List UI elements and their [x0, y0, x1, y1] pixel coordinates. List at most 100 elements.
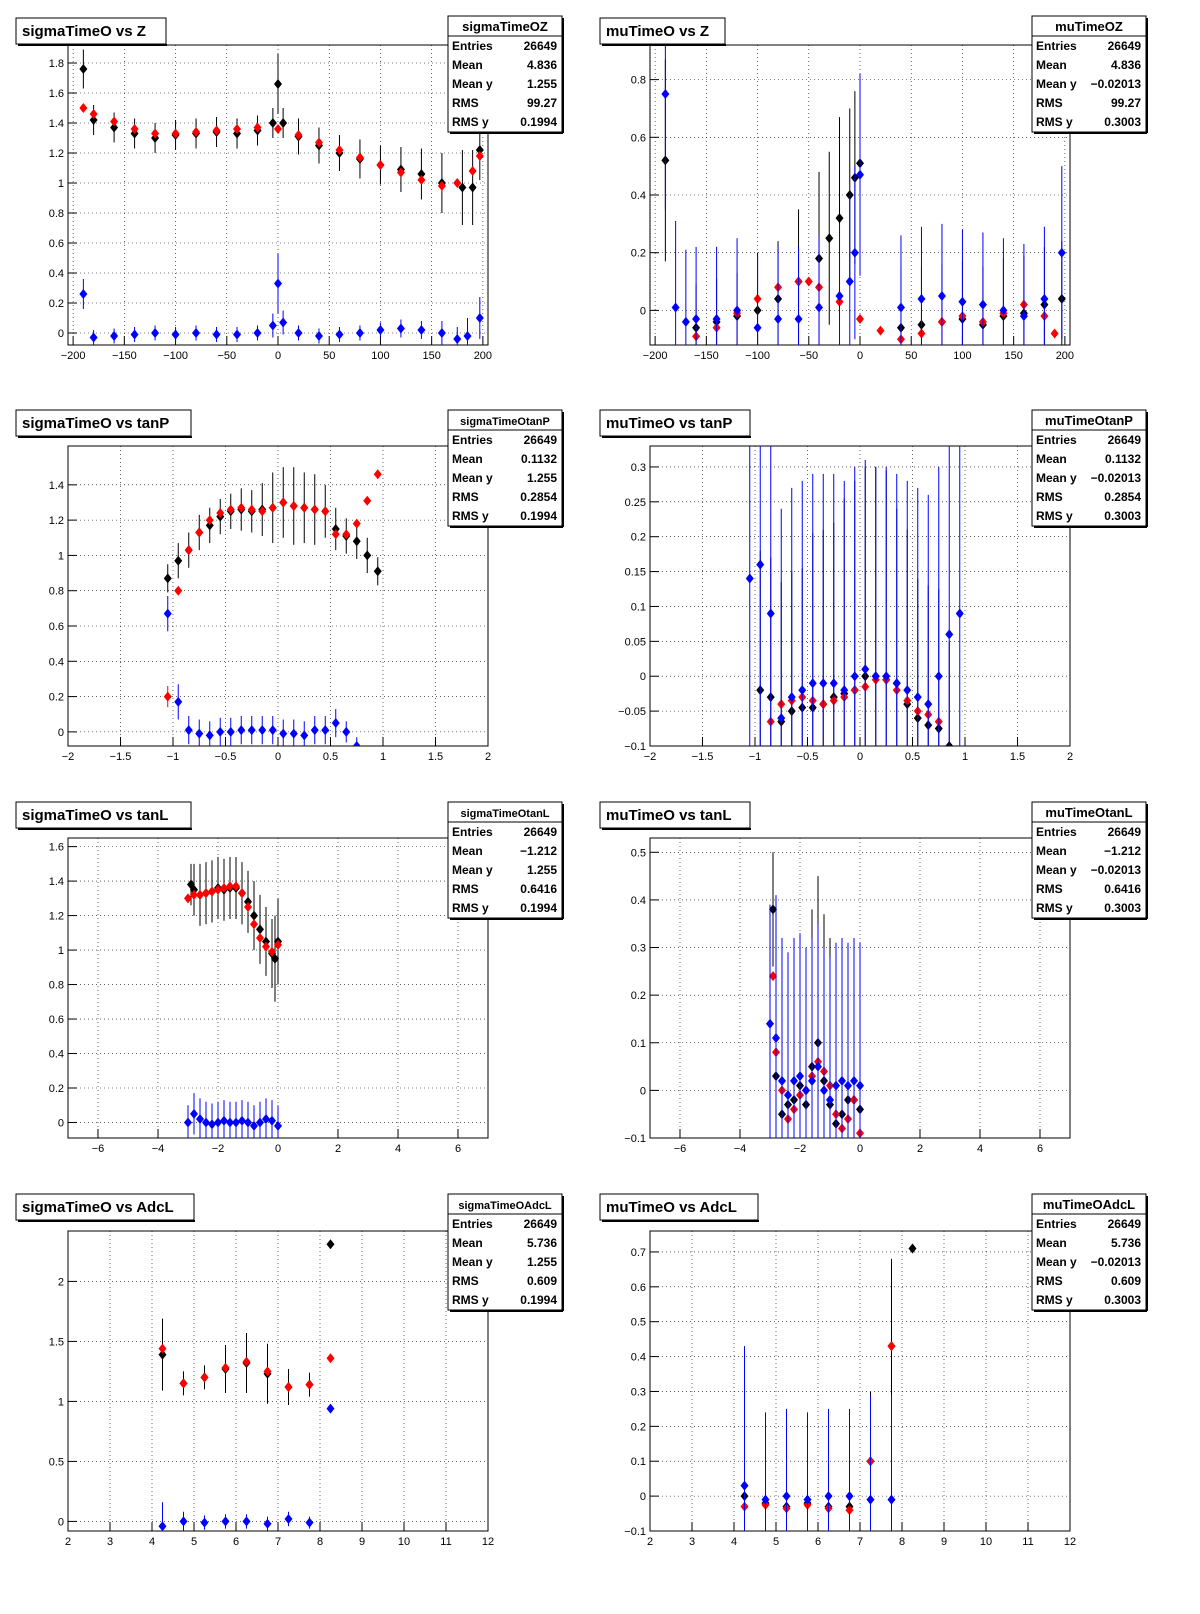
- stats-value: 1.255: [527, 77, 557, 91]
- stats-label: RMS y: [452, 115, 489, 129]
- data-point: [179, 1378, 188, 1389]
- data-point: [226, 881, 234, 892]
- stats-value: −0.02013: [1091, 471, 1142, 485]
- stats-label: Entries: [452, 1217, 493, 1231]
- data-point: [190, 884, 198, 895]
- data-point: [955, 608, 964, 619]
- stats-name: muTimeOAdcL: [1043, 1197, 1135, 1212]
- data-point: [417, 175, 426, 185]
- x-tick-label: 5: [191, 1536, 197, 1548]
- data-point: [796, 1071, 804, 1082]
- data-point: [840, 685, 849, 696]
- y-tick-label: 0.2: [631, 1421, 646, 1433]
- stats-label: Mean: [452, 58, 483, 72]
- chart-title: muTimeO vs tanL: [606, 807, 732, 824]
- stats-label: Entries: [1036, 433, 1077, 447]
- stats-value: 5.736: [527, 1236, 557, 1250]
- stats-label: Mean y: [1036, 863, 1077, 877]
- y-tick-label: 0.2: [631, 532, 646, 544]
- data-point: [802, 1085, 810, 1096]
- series-2: [79, 253, 484, 345]
- y-tick-label: 0.4: [631, 1352, 646, 1364]
- data-point: [396, 323, 405, 334]
- chart-title: muTimeO vs Z: [606, 23, 709, 40]
- data-point: [208, 1119, 216, 1130]
- data-point: [208, 886, 216, 897]
- y-tick-label: 2: [58, 1276, 64, 1288]
- y-tick-label: 0.6: [49, 1014, 64, 1026]
- y-tick-label: 0.4: [631, 895, 646, 907]
- data-point: [274, 1120, 282, 1131]
- stats-label: Mean y: [1036, 1255, 1077, 1269]
- data-point: [110, 331, 119, 341]
- x-tick-label: 6: [815, 1536, 821, 1548]
- series-2: [184, 1093, 282, 1138]
- stats-name: sigmaTimeOtanL: [460, 808, 549, 820]
- data-point: [171, 329, 180, 340]
- x-tick-label: −150: [694, 350, 719, 362]
- data-point: [247, 725, 256, 736]
- data-point: [417, 325, 426, 335]
- stats-label: Mean y: [452, 471, 493, 485]
- y-tick-label: 0.2: [49, 298, 64, 310]
- x-tick-label: −50: [217, 350, 236, 362]
- data-point: [790, 1075, 798, 1086]
- data-point: [331, 718, 340, 729]
- data-point: [274, 79, 282, 89]
- y-tick-label: −0.1: [624, 1133, 646, 1145]
- x-tick-label: 200: [474, 350, 492, 362]
- series-2: [740, 1346, 896, 1531]
- x-tick-label: −2: [644, 751, 657, 763]
- x-tick-label: −2: [794, 1143, 807, 1155]
- data-point: [205, 520, 214, 531]
- y-tick-label: 1: [58, 178, 64, 190]
- series-2: [158, 1403, 335, 1531]
- data-point: [826, 1094, 834, 1105]
- data-point: [924, 699, 933, 710]
- data-point: [774, 314, 783, 325]
- stats-label: Entries: [452, 433, 493, 447]
- data-point: [226, 504, 235, 515]
- data-point: [903, 685, 912, 696]
- data-point: [373, 566, 382, 577]
- data-point: [184, 1117, 192, 1128]
- chart-panel-0: −200 −150 −100 −50 0 50 100 150 200 0 0.2 0.4 0.6 0.8…: [15, 15, 564, 362]
- data-point: [314, 331, 323, 341]
- data-point: [253, 122, 262, 133]
- data-point: [871, 671, 880, 682]
- y-tick-label: 0.5: [49, 1456, 64, 1468]
- chart-panel-1: −200 −150 −100 −50 0 50 100 150 200 0 0.2 0.4 0.6 0.8…: [599, 15, 1148, 362]
- data-point: [468, 182, 477, 193]
- y-tick-label: 0.8: [631, 75, 646, 87]
- stats-box: [1031, 15, 1147, 133]
- y-tick-label: 0.3: [631, 1386, 646, 1398]
- x-tick-label: −150: [112, 350, 137, 362]
- data-point: [896, 302, 905, 313]
- y-tick-label: 0.2: [49, 692, 64, 704]
- x-tick-label: 100: [371, 350, 389, 362]
- stats-value: 0.1994: [520, 901, 557, 915]
- x-tick-label: 4: [977, 1143, 983, 1155]
- y-tick-label: 0.4: [49, 1049, 64, 1061]
- data-point: [205, 730, 214, 741]
- data-point: [190, 1108, 198, 1119]
- series-1: [184, 881, 282, 957]
- data-point: [163, 573, 172, 584]
- stats-value: 0.1994: [520, 1293, 557, 1307]
- y-tick-label: 1.2: [49, 148, 64, 160]
- data-point: [887, 1341, 896, 1352]
- stats-value: 5.736: [1111, 1236, 1141, 1250]
- x-tick-label: −1.5: [110, 751, 132, 763]
- data-point: [376, 160, 385, 170]
- x-tick-label: 200: [1056, 350, 1074, 362]
- stats-label: Mean: [1036, 844, 1067, 858]
- stats-value: 26649: [524, 39, 558, 53]
- x-tick-label: 3: [689, 1536, 695, 1548]
- data-point: [803, 1494, 812, 1505]
- data-point: [463, 331, 472, 341]
- data-point: [845, 276, 854, 287]
- x-tick-label: −50: [799, 350, 818, 362]
- data-point: [908, 1243, 917, 1254]
- title-box: [15, 801, 192, 829]
- data-point: [814, 1061, 822, 1072]
